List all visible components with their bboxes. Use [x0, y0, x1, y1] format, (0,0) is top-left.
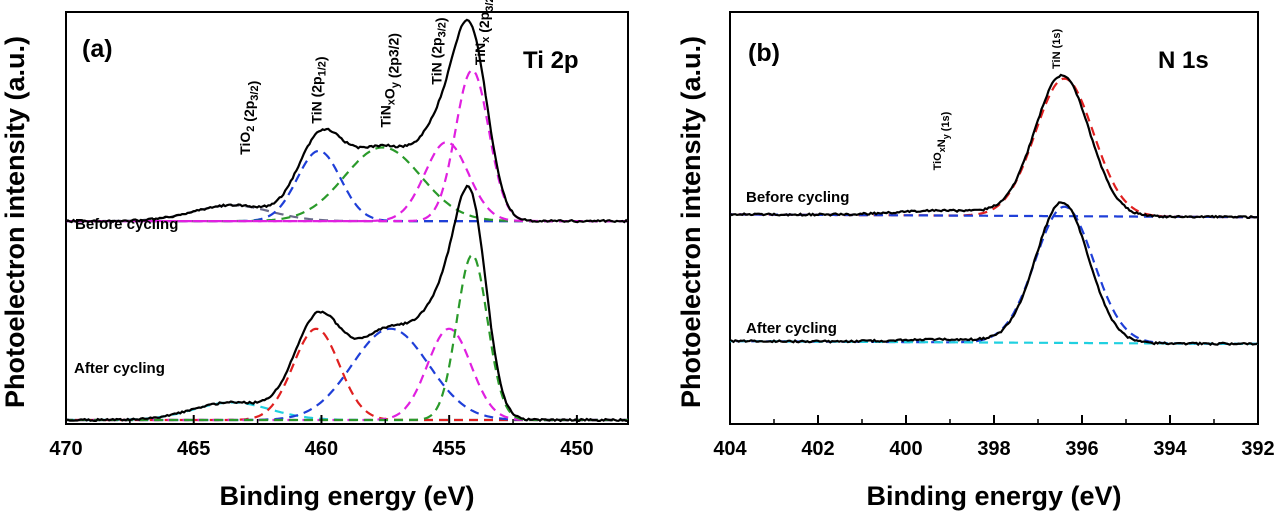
panel-b-x-tick-label-1: 402: [801, 438, 834, 460]
panel-a-plot-area: [65, 18, 629, 423]
panel-a-peak-label-1: TiN (2p1/2): [309, 56, 329, 123]
panel-a-trace-0-fit-2: [66, 146, 628, 223]
panel-a-trace-0-measured: [65, 18, 629, 224]
panel-b-plot-area: [729, 73, 1259, 347]
panel-b-x-tick-label-2: 400: [889, 438, 922, 460]
panel-a-x-tick-label-2: 460: [305, 438, 338, 460]
panel-a-x-tick-label-4: 450: [560, 438, 593, 460]
panel-a: 470 465 460 455 450 TiO2 (2p3/2) TiN (2p1/2)T…: [0, 0, 629, 511]
panel-b-trace-0-measured: [729, 73, 1259, 219]
panel-b-x-ticks: 404 402 400 398 396 394 392: [713, 415, 1275, 460]
panel-a-peak-label-4: TiNx (2p3/2): [472, 0, 496, 65]
panel-b-x-tick-label-5: 394: [1153, 438, 1187, 460]
panel-a-peak-label-3: TiN (2p3/2): [429, 17, 449, 84]
panel-a-y-axis-label: Photoelectron intensity (a.u.): [0, 36, 30, 408]
panel-b-after-label: After cycling: [746, 320, 837, 337]
panel-a-x-tick-label-1: 465: [177, 438, 210, 460]
panel-a-peak-label-2: TiNxOy (2p3/2): [377, 33, 401, 127]
panel-b-x-axis-label: Binding energy (eV): [866, 481, 1121, 511]
panel-b: 404 402 400 398 396 394 392 TiOxNy (1s) TiN (1s…: [676, 11, 1275, 511]
panel-a-trace-0-fit-4: [66, 68, 628, 223]
panel-a-x-ticks: 470 465 460 455 450: [49, 415, 594, 460]
panel-a-trace-1-measured: [65, 184, 629, 423]
panel-a-x-tick-label-0: 470: [49, 438, 82, 460]
panel-b-x-tick-label-4: 396: [1065, 438, 1098, 460]
panel-a-title: Ti 2p: [523, 47, 579, 74]
panel-a-trace-0-fit-3: [66, 140, 628, 223]
panel-a-trace-1-fit-4: [66, 253, 628, 422]
panel-a-after-label: After cycling: [74, 360, 165, 377]
panel-b-before-label: Before cycling: [746, 189, 849, 206]
panel-b-x-tick-label-0: 404: [713, 438, 747, 460]
panel-b-peak-label-0: TiOxNy (1s): [932, 111, 952, 170]
panel-a-before-label: Before cycling: [75, 216, 178, 233]
panel-b-trace-1-measured: [729, 201, 1259, 347]
panel-a-peak-labels: TiO2 (2p3/2) TiN (2p1/2) TiNxOy (2p3/2) TiN…: [237, 0, 496, 155]
panel-b-x-tick-label-6: 392: [1241, 438, 1274, 460]
panel-b-peak-labels: TiOxNy (1s) TiN (1s): [932, 29, 1063, 171]
panel-b-x-tick-label-3: 398: [977, 438, 1010, 460]
panel-b-peak-label-1: TiN (1s): [1051, 29, 1063, 69]
panel-b-title: N 1s: [1158, 47, 1209, 74]
panel-a-x-tick-label-3: 455: [432, 438, 465, 460]
panel-a-trace-0-fit-1: [66, 149, 628, 223]
panel-b-letter: (b): [748, 39, 780, 67]
panel-a-x-axis-label: Binding energy (eV): [219, 481, 474, 511]
panel-b-y-axis-label: Photoelectron intensity (a.u.): [676, 36, 706, 408]
panel-a-peak-label-0: TiO2 (2p3/2): [237, 81, 261, 155]
panel-a-letter: (a): [82, 35, 113, 63]
panel-a-frame: [65, 11, 629, 425]
